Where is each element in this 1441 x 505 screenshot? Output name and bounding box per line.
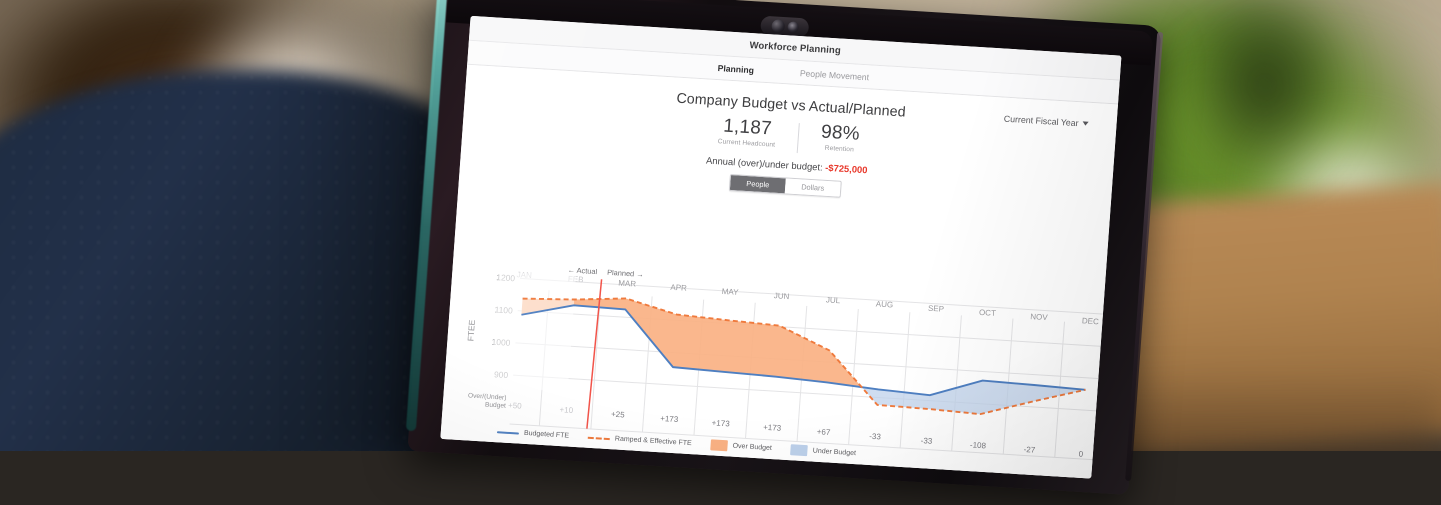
budget-variance-value: +173 — [711, 418, 730, 428]
background-shadow-right — [1180, 0, 1350, 190]
webcam-lens-icon — [770, 19, 785, 34]
budget-variance-value: +67 — [817, 427, 832, 437]
budget-chart: 900100011001200FTEEJANFEBMARAPRMAYJUNJUL… — [440, 260, 1117, 477]
legend-label: Under Budget — [812, 447, 857, 458]
kpi-current-headcount: 1,187 Current Headcount — [696, 115, 799, 150]
legend-dashed-swatch-icon — [587, 436, 610, 440]
budget-variance-value: +50 — [508, 401, 523, 411]
toggle-option-dollars[interactable]: Dollars — [784, 178, 841, 197]
budget-variance-value: +25 — [611, 410, 626, 420]
tab-people-movement[interactable]: People Movement — [799, 67, 870, 82]
legend-label: Budgeted FTE — [523, 429, 570, 440]
laptop-screen: Workforce Planning Planning People Movem… — [440, 15, 1122, 479]
dashboard-content: Company Budget vs Actual/Planned Current… — [440, 64, 1118, 479]
workforce-planning-app: Workforce Planning Planning People Movem… — [440, 15, 1122, 479]
legend-item-budgeted-fte[interactable]: Budgeted FTE — [496, 428, 570, 440]
actual-period-overlay — [490, 271, 576, 392]
budget-variance-value: -27 — [1023, 445, 1036, 455]
budget-variance-value: -33 — [869, 432, 882, 442]
x-axis-tick-label: OCT — [979, 308, 997, 318]
actual-period-label: ← Actual — [567, 265, 598, 276]
x-axis-tick-label: NOV — [1030, 312, 1049, 322]
x-axis-tick-label: JUN — [774, 291, 790, 301]
under-budget-area — [861, 380, 1086, 415]
laptop-device: Workforce Planning Planning People Movem… — [405, 0, 1164, 505]
budget-variance-value: +173 — [763, 423, 782, 433]
x-axis-tick-label: AUG — [876, 299, 894, 309]
x-axis-tick-label: MAY — [721, 287, 739, 297]
chevron-down-icon — [1082, 121, 1089, 126]
app-title: Workforce Planning — [749, 39, 842, 57]
budget-variance-value: -108 — [970, 440, 987, 450]
kpi-label: Current Headcount — [717, 138, 776, 149]
toggle-option-people[interactable]: People — [729, 175, 786, 194]
unit-toggle[interactable]: People Dollars — [728, 173, 842, 198]
kpi-retention: 98% Retention — [798, 121, 883, 155]
legend-area-swatch-icon — [710, 439, 729, 452]
x-axis-tick-label: DEC — [1082, 316, 1100, 326]
budgeted-fte-line — [521, 304, 1086, 397]
budget-variance-value: +10 — [559, 405, 574, 415]
over-budget-area — [521, 298, 862, 388]
budget-variance-value: +173 — [660, 414, 679, 424]
actual-planned-divider — [586, 279, 603, 429]
kpi-value: 98% — [820, 121, 861, 145]
secondary-axis-title-2: Budget — [485, 401, 507, 409]
planned-period-label: Planned → — [607, 268, 644, 279]
tab-planning[interactable]: Planning — [717, 62, 755, 75]
secondary-axis-title: Over/(Under) — [468, 392, 507, 401]
y-axis-title: FTEE — [465, 319, 477, 341]
kpi-label: Retention — [824, 144, 855, 154]
ramped-effective-fte-line — [522, 297, 1086, 416]
webcam-sensor-icon — [786, 21, 799, 33]
x-axis-tick-label: JUL — [826, 295, 841, 305]
legend-line-swatch-icon — [496, 430, 520, 435]
legend-area-swatch-icon — [790, 444, 809, 457]
annual-budget-label: Annual (over)/under budget: — [705, 154, 824, 173]
x-axis-tick-label: APR — [670, 283, 687, 293]
annual-budget-value: -$725,000 — [824, 161, 868, 176]
kpi-value: 1,187 — [722, 115, 773, 140]
x-axis-tick-label: SEP — [928, 304, 945, 314]
budget-variance-value: -33 — [920, 436, 933, 446]
chart-svg: 900100011001200FTEEJANFEBMARAPRMAYJUNJUL… — [465, 265, 1117, 461]
x-axis-tick-label: MAR — [618, 278, 637, 288]
